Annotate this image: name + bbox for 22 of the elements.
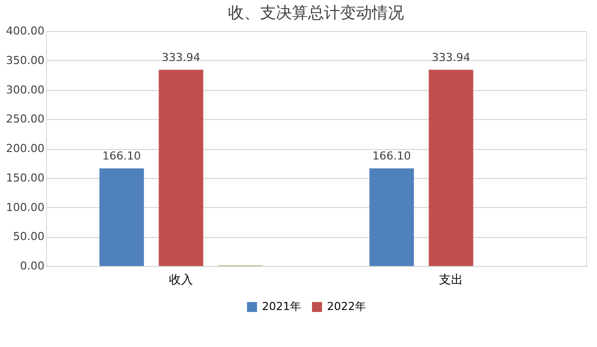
y-tick-label: 0.00	[20, 260, 44, 272]
legend-label: 2021年	[262, 300, 301, 313]
y-tick-label: 350.00	[6, 54, 44, 67]
y-tick-label: 50.00	[13, 230, 44, 244]
y-tick-label: 200.00	[6, 142, 44, 155]
data-label: 333.94	[162, 50, 200, 64]
legend-label: 2022年	[327, 300, 366, 313]
data-label: 333.94	[432, 50, 470, 64]
bar	[99, 168, 144, 266]
chart-title: 收、支决算总计变动情况	[228, 3, 404, 22]
bar	[369, 168, 414, 266]
x-tick-label: 收入	[169, 272, 193, 286]
y-tick-label: 400.00	[6, 24, 44, 38]
y-tick-label: 300.00	[6, 83, 44, 96]
bar	[428, 70, 474, 266]
data-label: 166.10	[102, 149, 141, 162]
data-label: 166.10	[372, 149, 411, 162]
y-tick-label: 150.00	[6, 171, 44, 184]
y-tick-label: 250.00	[6, 112, 44, 126]
x-tick-label: 支出	[439, 272, 463, 286]
bar	[158, 70, 204, 266]
y-tick-label: 100.00	[6, 200, 44, 214]
